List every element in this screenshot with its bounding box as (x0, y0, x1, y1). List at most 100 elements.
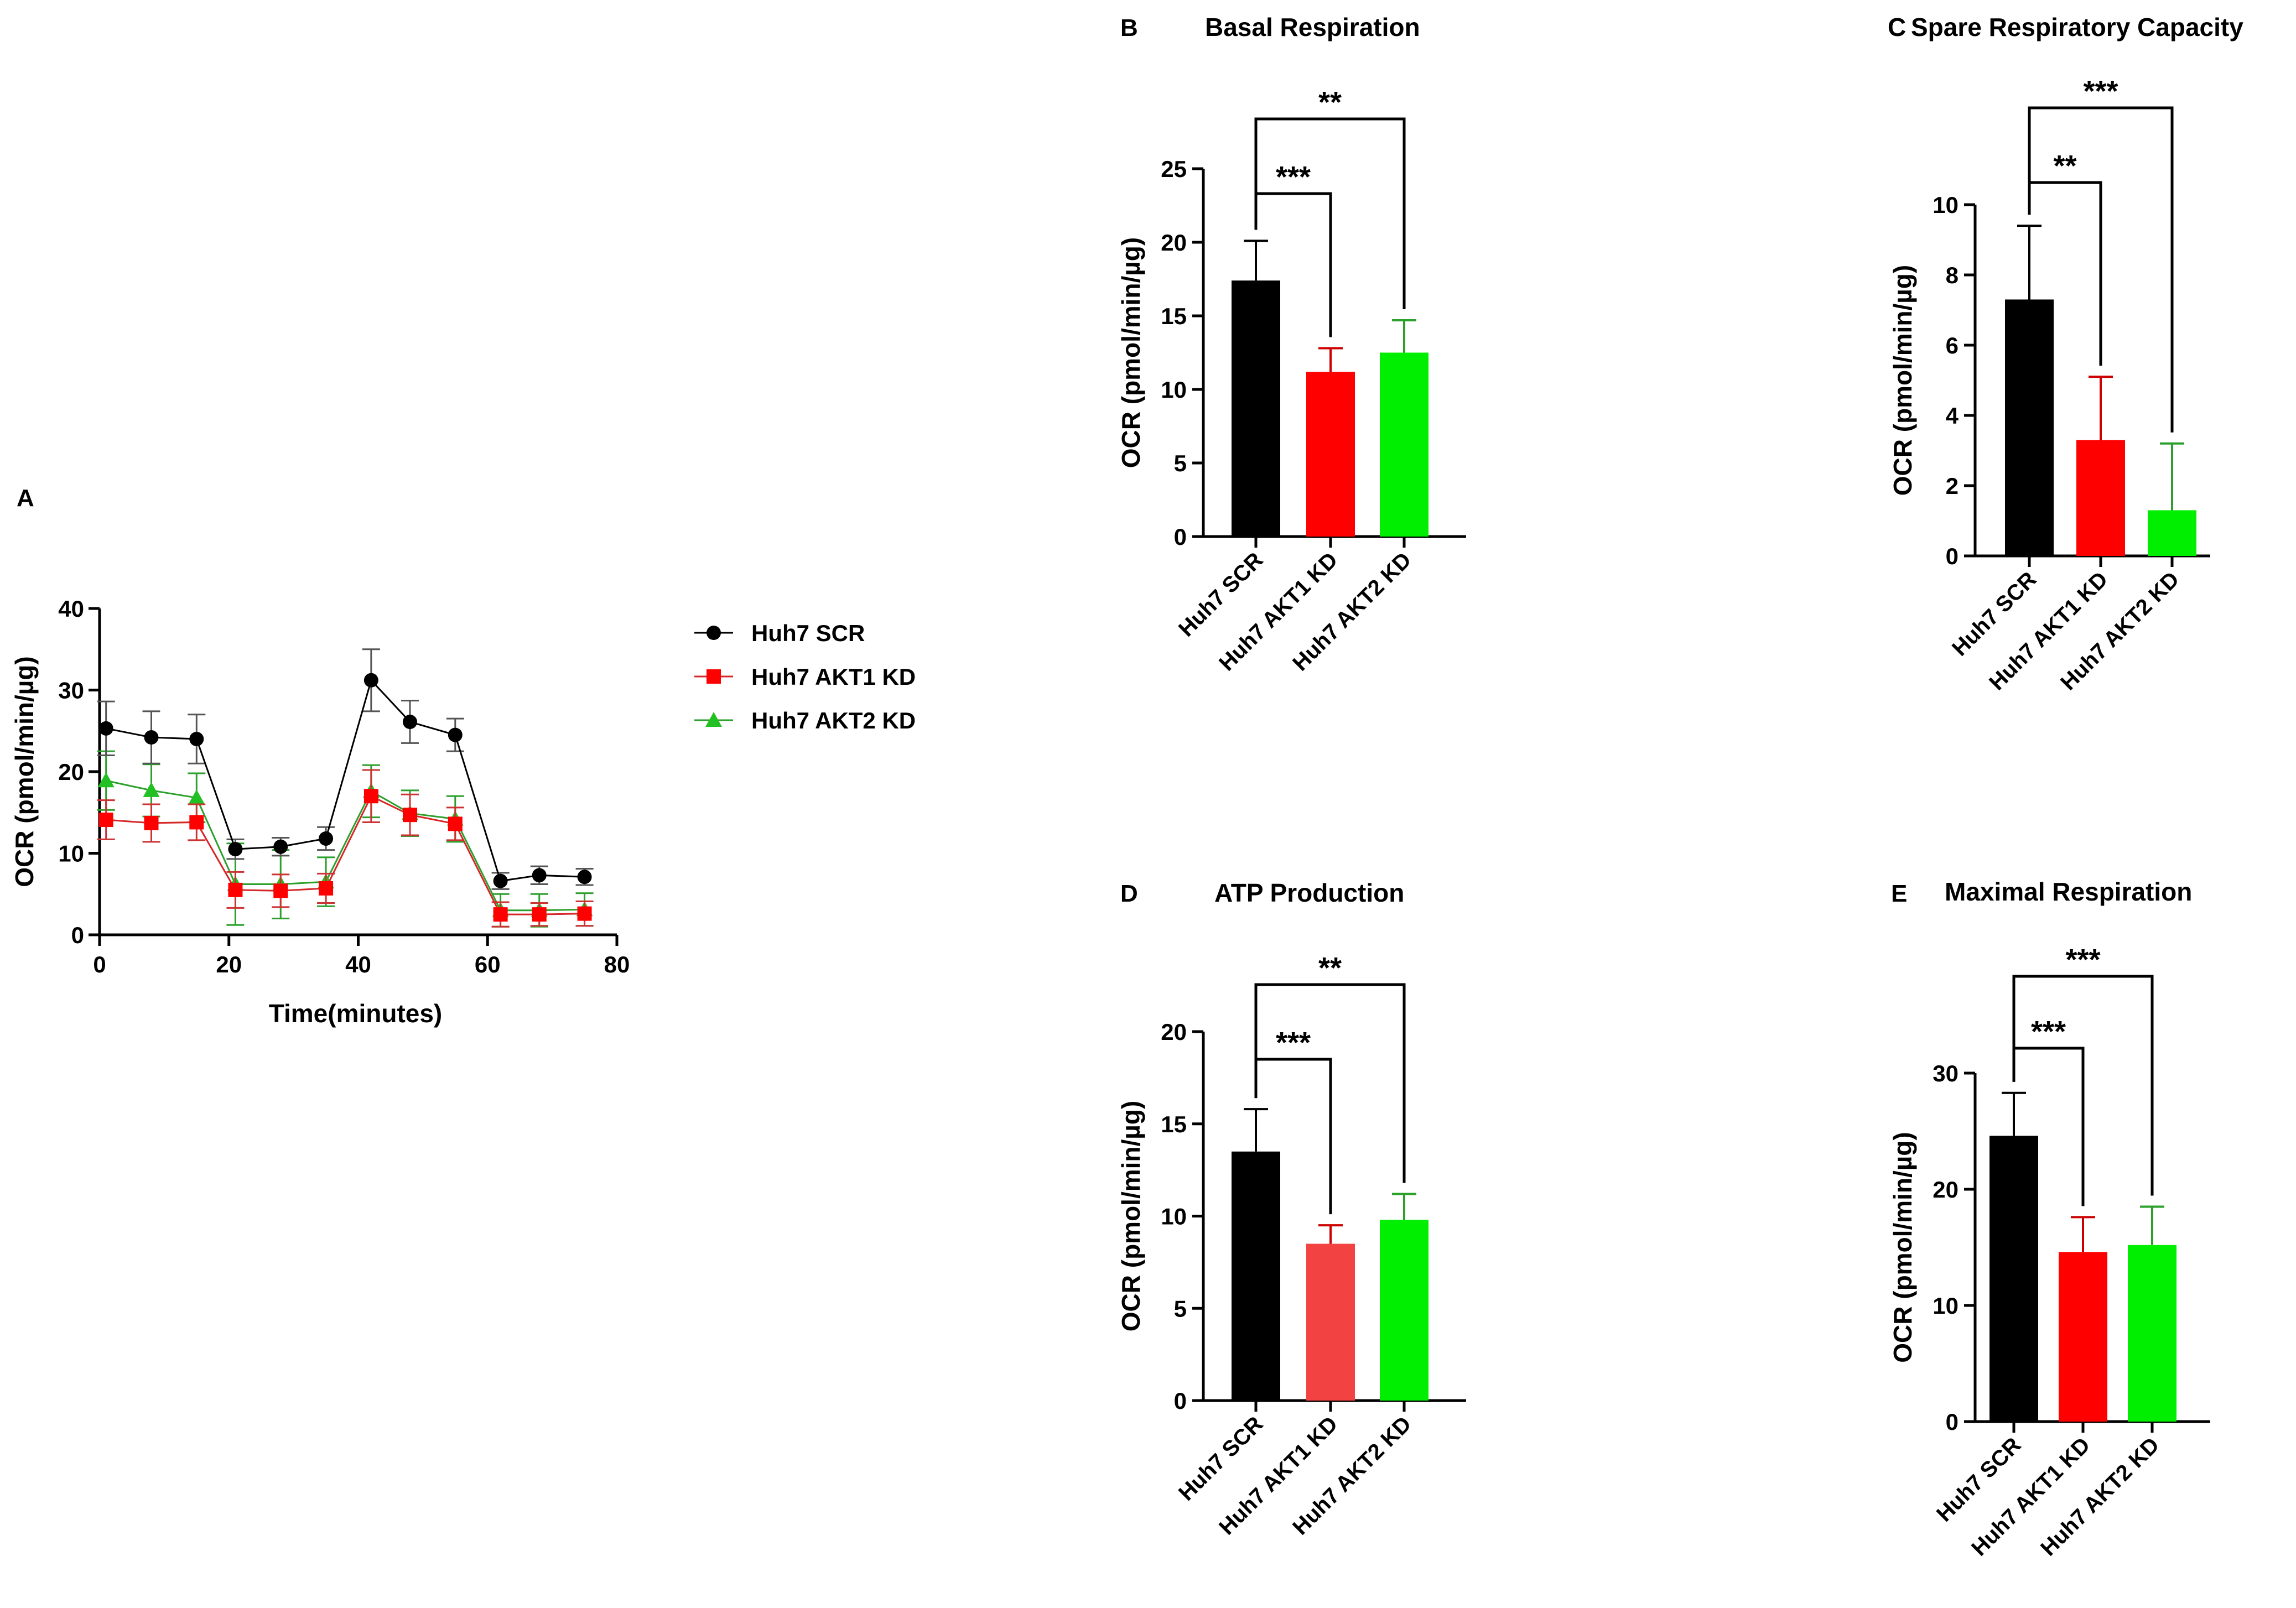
panel-b: B Basal Respiration 0 5 10 15 20 25 OCR (pmol/mi… (1116, 13, 1466, 675)
y-tick-label: 0 (1946, 1409, 1959, 1435)
bar (1989, 1136, 2038, 1422)
data-point (98, 813, 113, 828)
y-tick-label: 10 (58, 841, 84, 867)
data-point (144, 730, 159, 745)
y-tick-label: 8 (1946, 262, 1959, 288)
y-tick-label: 10 (1161, 377, 1187, 403)
data-point (319, 881, 334, 896)
data-point (144, 815, 159, 830)
bar (1380, 352, 1428, 537)
data-point (363, 673, 378, 688)
data-point (189, 732, 204, 746)
significance-label: ** (1318, 86, 1342, 119)
significance-label: ** (2053, 149, 2076, 183)
significance-label: ** (1318, 951, 1342, 985)
y-tick-label: 25 (1161, 156, 1187, 182)
bar (1306, 1243, 1355, 1401)
category-label: Huh7 AKT2 KD (2036, 1433, 2164, 1560)
series-line (106, 795, 585, 915)
y-tick-label: 0 (71, 922, 84, 948)
panel-letter: D (1120, 880, 1138, 907)
data-point (448, 816, 463, 831)
legend-marker (707, 626, 721, 640)
significance-bracket (1254, 983, 1406, 1183)
significance-label: *** (1276, 160, 1311, 194)
y-axis-label: OCR (pmol/min/µg) (1888, 1132, 1917, 1362)
bar (2148, 510, 2196, 556)
y-tick-label: 40 (58, 596, 84, 622)
bar (2005, 299, 2054, 556)
significance-label: *** (2083, 75, 2118, 108)
series-0 (97, 648, 594, 890)
y-tick-label: 30 (58, 678, 84, 704)
data-point (532, 907, 547, 922)
chart-title: Basal Respiration (1205, 13, 1420, 41)
data-point (532, 868, 547, 883)
y-tick-label: 0 (1174, 1388, 1187, 1414)
data-point (273, 839, 288, 854)
y-axis-label: OCR (pmol/min/µg) (10, 656, 39, 887)
y-tick-label: 6 (1946, 332, 1959, 358)
bar (1232, 280, 1280, 537)
significance-label: *** (2065, 943, 2100, 976)
data-point (403, 808, 417, 823)
significance-bracket (2028, 106, 2174, 433)
x-tick-label: 60 (475, 951, 501, 977)
data-point (189, 815, 204, 830)
data-point (448, 727, 463, 742)
category-label: Huh7 AKT2 KD (2056, 567, 2184, 695)
data-point (143, 782, 160, 797)
y-tick-label: 15 (1161, 1111, 1187, 1137)
legend-marker (705, 712, 722, 727)
y-tick-label: 4 (1946, 403, 1959, 429)
y-tick-label: 5 (1174, 450, 1187, 476)
significance-label: *** (1276, 1026, 1311, 1059)
y-tick-label: 20 (1161, 230, 1187, 256)
data-point (493, 907, 508, 922)
bar (2128, 1245, 2176, 1422)
y-tick-label: 15 (1161, 303, 1187, 329)
x-axis-label: Time(minutes) (269, 999, 443, 1028)
significance-bracket (1254, 117, 1406, 309)
y-tick-label: 20 (1161, 1019, 1187, 1045)
y-axis-label: OCR (pmol/min/µg) (1888, 265, 1917, 496)
bar (1232, 1151, 1280, 1401)
legend: Huh7 SCR Huh7 AKT1 KD Huh7 AKT2 KD (694, 620, 916, 733)
bar (1306, 372, 1355, 537)
panel-a: A 0 10 20 30 40 0 20 40 60 80 Time(minutes) OCR (pmo… (10, 485, 916, 1028)
data-point (319, 831, 334, 846)
significance-bracket (2012, 975, 2154, 1196)
legend-label: Huh7 SCR (751, 620, 865, 646)
data-point (577, 870, 592, 884)
category-label: Huh7 AKT1 KD (1967, 1433, 2095, 1560)
y-tick-label: 5 (1174, 1295, 1187, 1321)
category-label: Huh7 AKT1 KD (1985, 567, 2112, 695)
data-point (188, 789, 205, 805)
y-tick-label: 0 (1946, 543, 1959, 569)
panel-c: C Spare Respiratory Capacity 0 2 4 6 8 10 OCR (p… (1888, 13, 2243, 695)
data-point (228, 882, 243, 897)
series-2 (97, 750, 594, 928)
data-point (403, 715, 417, 730)
x-tick-label: 40 (345, 951, 371, 977)
y-tick-label: 20 (58, 759, 84, 785)
y-tick-label: 10 (1933, 1293, 1959, 1319)
panel-letter: C (1888, 13, 1906, 41)
data-point (98, 721, 113, 736)
y-tick-label: 20 (1933, 1177, 1959, 1203)
legend-label: Huh7 AKT2 KD (751, 707, 916, 733)
legend-marker (707, 669, 721, 684)
data-point (577, 906, 592, 921)
panel-letter: B (1120, 14, 1138, 41)
significance-label: *** (2031, 1015, 2066, 1048)
chart-title: Spare Respiratory Capacity (1911, 13, 2243, 41)
bar (1380, 1220, 1428, 1401)
bar (2076, 440, 2125, 556)
y-axis-label: OCR (pmol/min/µg) (1116, 1101, 1145, 1331)
data-point (273, 883, 288, 898)
x-tick-label: 0 (93, 951, 106, 977)
panel-letter: E (1891, 880, 1907, 907)
y-axis-label: OCR (pmol/min/µg) (1116, 237, 1145, 468)
y-tick-label: 2 (1946, 473, 1959, 499)
